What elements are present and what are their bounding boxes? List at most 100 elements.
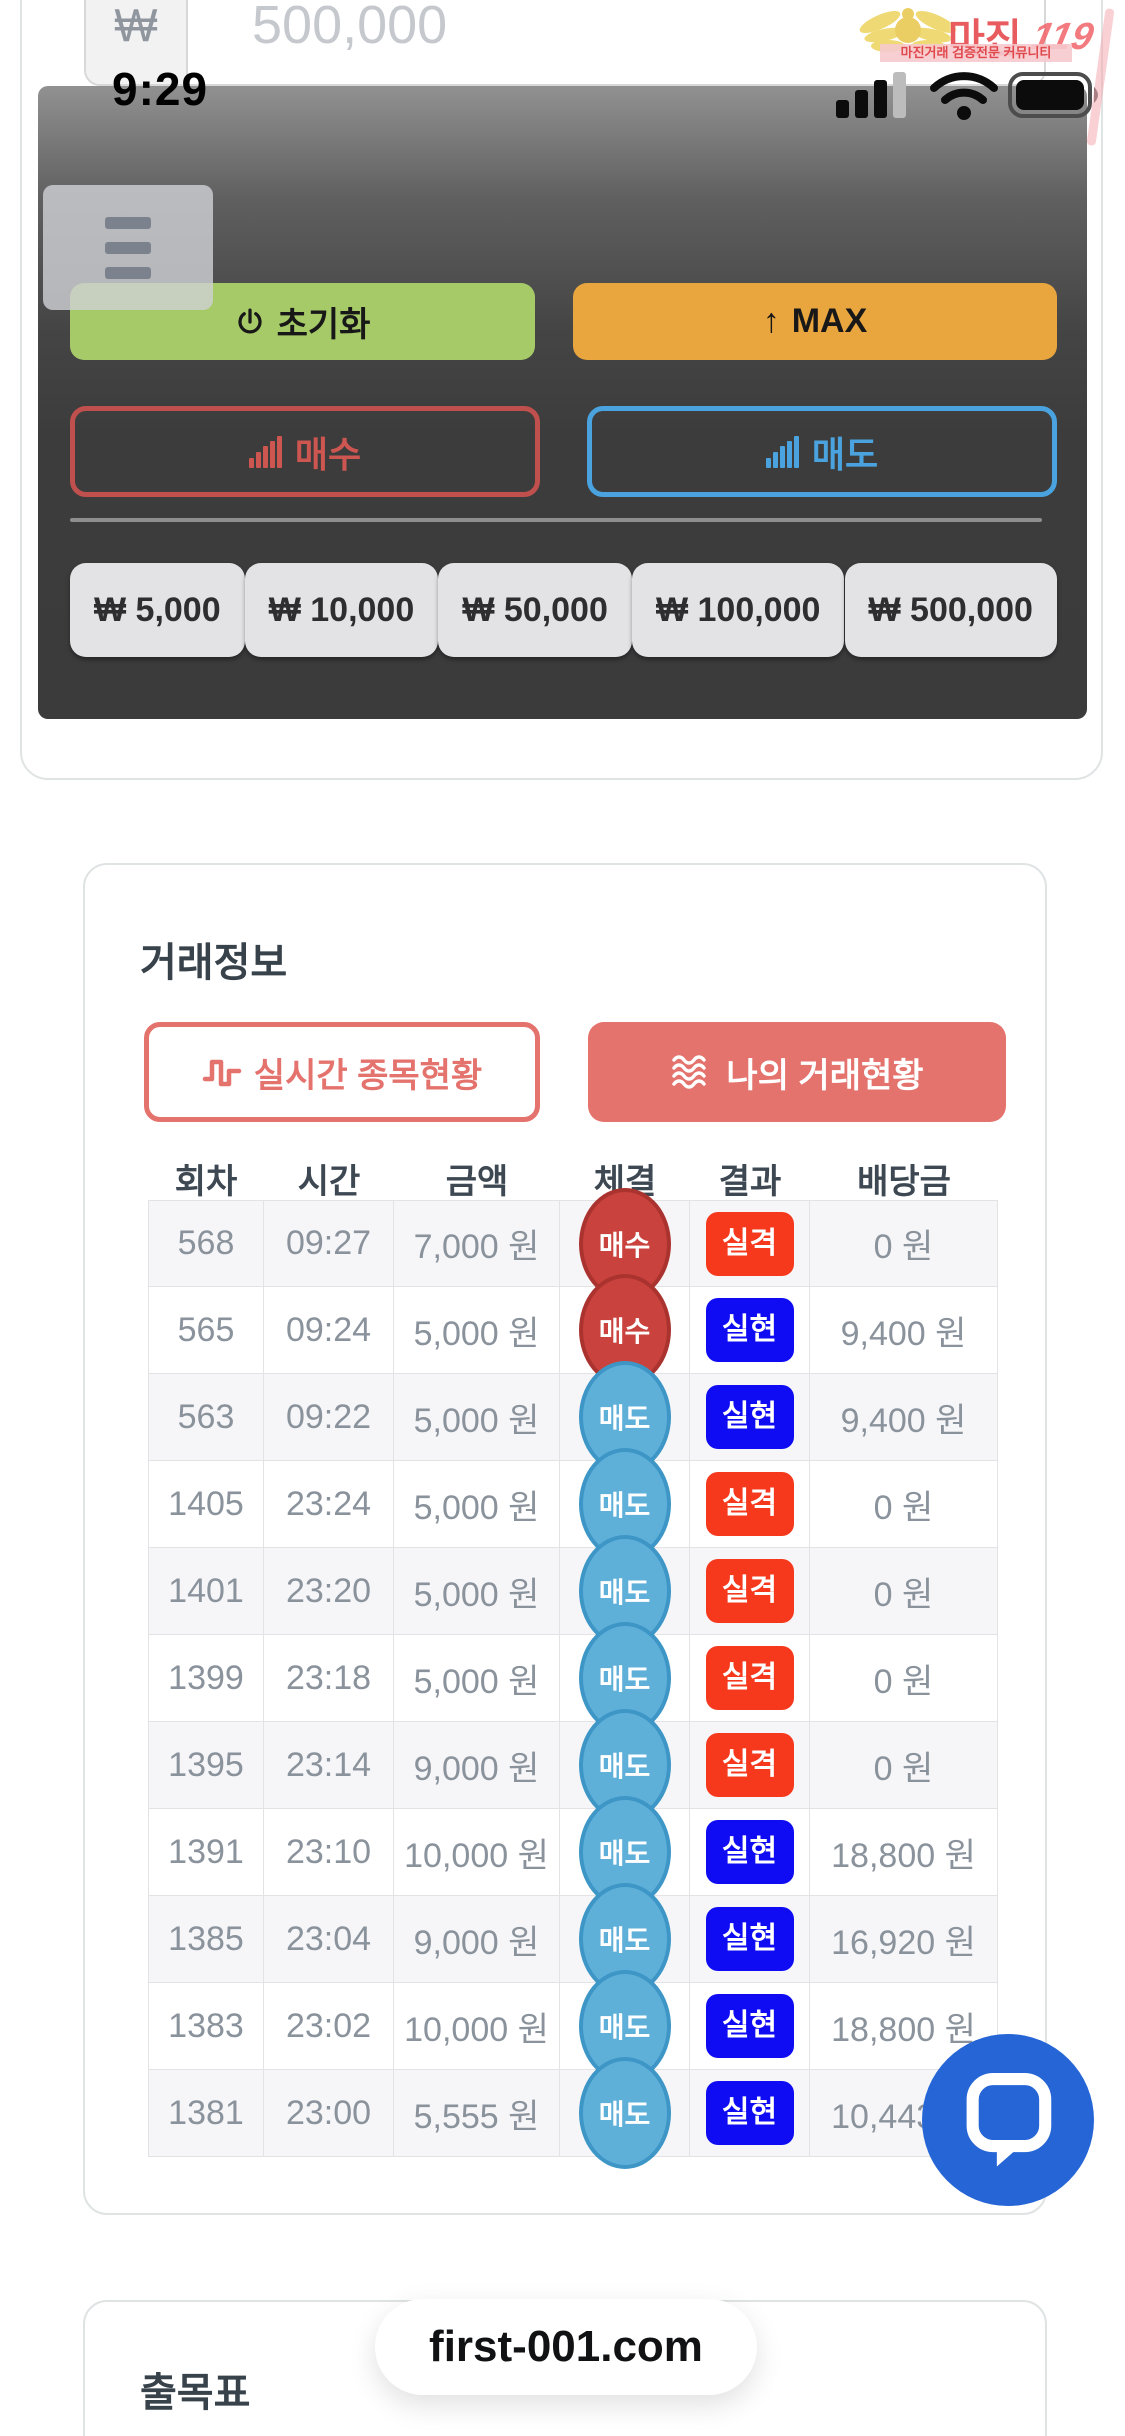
buy-label: 매수 (294, 433, 362, 475)
table-row: 1383 23:02 10,000 원 매도 실현 18,800 원 (148, 1970, 998, 2082)
time-cell: 09:24 (264, 1287, 394, 1374)
result-badge: 실현 (705, 1994, 794, 2058)
max-label: MAX (791, 302, 868, 340)
divider (70, 518, 1042, 522)
payout-cell: 0 원 (810, 1635, 998, 1722)
amount-cell: 9,000 원 (394, 1896, 560, 1983)
hamburger-icon (105, 241, 151, 254)
table-row: 1391 23:10 10,000 원 매도 실현 18,800 원 (148, 1796, 998, 1908)
result-badge: 실격 (705, 1472, 794, 1536)
amount-cell: 5,000 원 (394, 1548, 560, 1635)
table-row: 565 09:24 5,000 원 매수 실현 9,400 원 (148, 1274, 998, 1386)
table-row: 568 09:27 7,000 원 매수 실격 0 원 (148, 1188, 998, 1300)
result-cell: 실격 (690, 1461, 810, 1548)
round-cell: 1381 (148, 2070, 264, 2157)
position-cell: 매수 (560, 1188, 690, 1300)
result-cell: 실격 (690, 1548, 810, 1635)
payout-cell: 0 원 (810, 1548, 998, 1635)
column-header: 결과 (718, 1162, 782, 1201)
result-badge: 실현 (705, 1907, 794, 1971)
amount-cell: 5,000 원 (394, 1287, 560, 1374)
table-row: 1399 23:18 5,000 원 매도 실격 0 원 (148, 1622, 998, 1734)
position-cell: 매도 (560, 1535, 690, 1647)
amount-cell: 5,000 원 (394, 1374, 560, 1461)
round-cell: 1405 (148, 1461, 264, 1548)
amount-cell: 5,000 원 (394, 1635, 560, 1722)
payout-table-title: 출목표 (140, 2371, 251, 2415)
time-cell: 09:27 (264, 1200, 394, 1287)
won-currency-prefix: ₩ (86, 0, 188, 84)
payout-cell: 9,400 원 (810, 1287, 998, 1374)
table-header-row: 회차 시간 금액 체결 결과 배당금 (148, 1156, 998, 1201)
result-badge: 실격 (705, 1733, 794, 1797)
round-cell: 1391 (148, 1809, 264, 1896)
column-header: 시간 (297, 1162, 361, 1201)
quick-amount-button[interactable]: ₩ 10,000 (244, 563, 439, 657)
buy-button[interactable]: 매수 (70, 406, 540, 497)
table-row: 563 09:22 5,000 원 매도 실현 9,400 원 (148, 1361, 998, 1473)
domain-pill: first-001.com (375, 2299, 757, 2395)
payout-cell: 0 원 (810, 1722, 998, 1809)
power-icon (237, 308, 262, 334)
hamburger-icon (105, 216, 151, 229)
result-cell: 실격 (690, 1200, 810, 1287)
result-badge: 실격 (705, 1559, 794, 1623)
max-button[interactable]: ↑ MAX (573, 283, 1057, 360)
reset-label: 초기화 (276, 306, 371, 344)
position-cell: 매도 (560, 1709, 690, 1821)
amount-input[interactable] (188, 0, 1044, 84)
time-cell: 09:22 (264, 1374, 394, 1461)
result-cell: 실격 (690, 1635, 810, 1722)
status-time: 9:29 (112, 63, 209, 115)
round-cell: 1383 (148, 1983, 264, 2070)
table-row: 1395 23:14 9,000 원 매도 실격 0 원 (148, 1709, 998, 1821)
chat-button[interactable] (922, 2034, 1094, 2206)
payout-cell: 16,920 원 (810, 1896, 998, 1983)
payout-cell: 18,800 원 (810, 1809, 998, 1896)
quick-amount-button[interactable]: ₩ 500,000 (844, 563, 1057, 657)
waves-icon (672, 1055, 707, 1089)
position-badge: 매도 (578, 2057, 671, 2169)
table-row: 1381 23:00 5,555 원 매도 실현 10,443 원 (148, 2057, 998, 2169)
up-arrow-icon: ↑ (762, 302, 780, 340)
time-cell: 23:10 (264, 1809, 394, 1896)
amount-cell: 7,000 원 (394, 1200, 560, 1287)
my-trades-button[interactable]: 나의 거래현황 (588, 1022, 1006, 1122)
table-row: 1401 23:20 5,000 원 매도 실격 0 원 (148, 1535, 998, 1647)
menu-button[interactable] (43, 185, 213, 310)
my-trades-label: 나의 거래현황 (726, 1056, 924, 1095)
round-cell: 1401 (148, 1548, 264, 1635)
time-cell: 23:04 (264, 1896, 394, 1983)
hamburger-icon (105, 266, 151, 279)
quick-amount-row: ₩ 5,000 ₩ 10,000 ₩ 50,000 ₩ 100,000 ₩ 500,00… (70, 563, 1057, 657)
position-cell: 매도 (560, 2057, 690, 2169)
position-cell: 매도 (560, 1361, 690, 1473)
result-cell: 실격 (690, 1722, 810, 1809)
position-badge: 매도 (578, 1622, 671, 1734)
quick-amount-button[interactable]: ₩ 100,000 (631, 563, 845, 657)
position-cell: 매도 (560, 1970, 690, 2082)
result-cell: 실현 (690, 1374, 810, 1461)
cellular-signal-icon (836, 72, 918, 118)
round-cell: 1399 (148, 1635, 264, 1722)
sell-button[interactable]: 매도 (587, 406, 1057, 497)
result-cell: 실현 (690, 2070, 810, 2157)
column-header: 배당금 (857, 1162, 951, 1201)
result-badge: 실격 (705, 1211, 794, 1276)
time-cell: 23:18 (264, 1635, 394, 1722)
trade-history-table: 회차 시간 금액 체결 결과 배당금 568 09:27 7,000 원 매수 실격 0 원 565 0… (148, 1156, 998, 2169)
quick-amount-button[interactable]: ₩ 5,000 (70, 563, 245, 657)
result-badge: 실현 (705, 2081, 794, 2145)
amount-cell: 9,000 원 (394, 1722, 560, 1809)
position-cell: 매도 (560, 1448, 690, 1560)
realtime-stocks-button[interactable]: 실시간 종목현황 (144, 1022, 540, 1122)
result-cell: 실현 (690, 1896, 810, 1983)
time-cell: 23:20 (264, 1548, 394, 1635)
payout-cell: 0 원 (810, 1200, 998, 1287)
position-cell: 매도 (560, 1622, 690, 1734)
amount-cell: 5,000 원 (394, 1461, 560, 1548)
quick-amount-button[interactable]: ₩ 50,000 (438, 563, 632, 657)
round-cell: 568 (148, 1200, 264, 1287)
chat-bubble-icon (966, 2073, 1052, 2167)
